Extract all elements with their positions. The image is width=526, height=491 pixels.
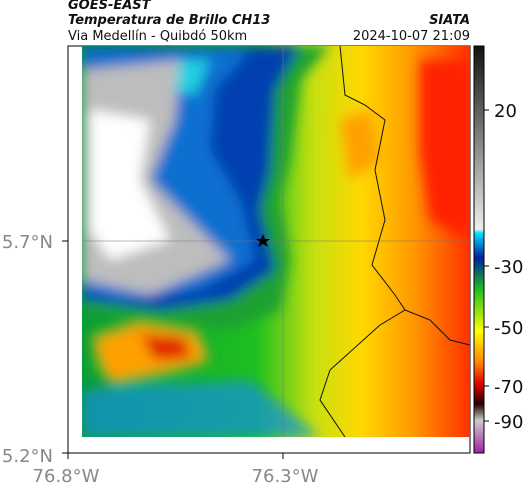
colorbar-tick-label: -70 <box>494 377 523 398</box>
y-label: 5.7°N <box>2 232 53 253</box>
colorbar-ticks <box>484 109 489 422</box>
colorbar-tick-label: 20 <box>494 101 517 122</box>
colorbar-tick-label: -30 <box>494 257 523 278</box>
datetime: 2024-10-07 21:09 <box>353 29 470 44</box>
x-label: 76.3°W <box>252 466 319 487</box>
colorbar-tick-label: -90 <box>494 412 523 433</box>
title: GOES-EAST <box>68 0 152 13</box>
x-label: 76.8°W <box>33 466 100 487</box>
colorbar <box>473 45 485 454</box>
colorbar-tick-label: -50 <box>494 318 523 339</box>
y-label: 5.2°N <box>2 446 53 467</box>
satellite-image <box>82 46 470 437</box>
subtitle: Temperatura de Brillo CH13 <box>68 13 270 28</box>
organization: SIATA <box>429 13 470 28</box>
region: Via Medellín - Quibdó 50km <box>68 29 247 44</box>
